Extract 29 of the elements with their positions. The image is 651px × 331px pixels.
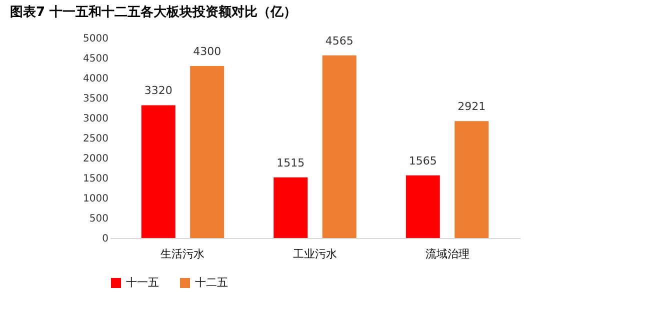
bar: [406, 175, 440, 238]
y-tick-label: 3500: [83, 94, 108, 104]
data-label: 2921: [458, 100, 486, 114]
bar: [190, 66, 224, 238]
bar: [454, 121, 489, 238]
legend-label: 十二五: [195, 276, 228, 289]
y-tick-label: 2000: [83, 154, 108, 164]
data-label: 3320: [144, 84, 172, 98]
chart-title: 图表7 十一五和十二五各大板块投资额对比（亿）: [10, 4, 297, 20]
data-label: 4565: [325, 34, 354, 48]
bar: [322, 55, 356, 238]
y-tick-label: 5000: [83, 34, 108, 44]
y-tick-label: 0: [102, 234, 108, 244]
y-tick-label: 1500: [83, 174, 108, 184]
data-label: 4300: [193, 45, 222, 58]
data-label: 1515: [276, 156, 305, 170]
x-tick-label: 流域治理: [425, 248, 470, 260]
bar: [141, 105, 176, 238]
y-tick-label: 2500: [83, 134, 108, 144]
data-label: 1565: [408, 154, 437, 168]
y-tick-label: 3000: [83, 114, 108, 124]
bar: [274, 177, 308, 238]
y-tick-label: 1000: [83, 194, 108, 204]
legend-label: 十一五: [126, 276, 159, 289]
y-tick-label: 4500: [83, 54, 108, 64]
x-tick-label: 生活污水: [160, 248, 205, 260]
y-tick-label: 500: [89, 214, 108, 224]
x-tick-label: 工业污水: [293, 248, 337, 260]
y-tick-label: 4000: [83, 74, 108, 84]
